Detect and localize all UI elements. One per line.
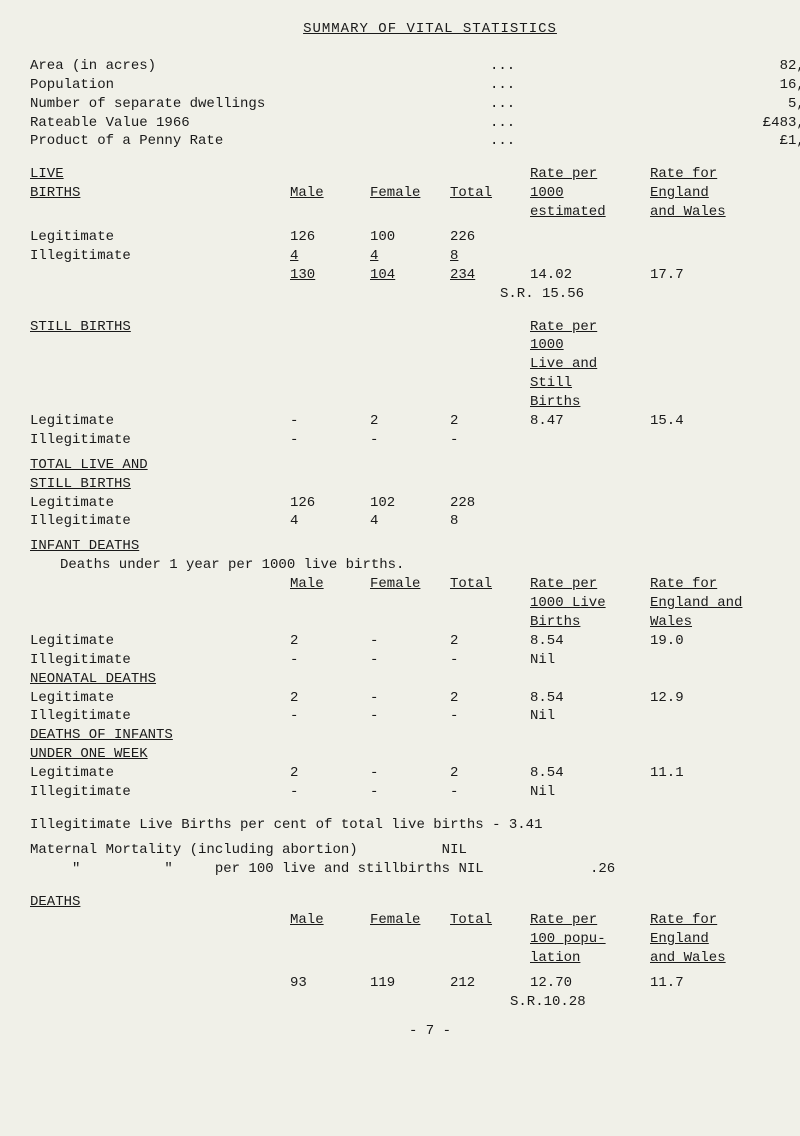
area-stats: Area (in acres)...82,227 Population...16… [30,57,800,151]
table-row: Legitimate 2 - 2 8.54 19.0 [30,632,800,651]
dots: ... [490,57,570,76]
table-row: Illegitimate - - - Nil [30,651,800,670]
week-deaths-header: DEATHS OF INFANTS [30,726,800,745]
table-row: Illegitimate - - - [30,431,800,450]
table-row: Legitimate 126 102 228 [30,494,800,513]
table-row: 93 119 212 12.70 11.7 [30,974,800,993]
live-births-header: LIVE Rate per Rate for [30,165,800,184]
sr-value: S.R. 15.56 [500,285,620,304]
table-row: Illegitimate 4 4 8 [30,247,800,266]
page-title: SUMMARY OF VITAL STATISTICS [30,20,800,39]
table-row: Illegitimate 4 4 8 [30,512,800,531]
neonatal-header: NEONATAL DEATHS [30,670,800,689]
sr-value: S.R.10.28 [510,993,630,1012]
table-row: Legitimate 126 100 226 [30,228,800,247]
infant-deaths-header: INFANT DEATHS [30,537,800,556]
page-number: - 7 - [30,1022,800,1041]
maternal-mortality: Maternal Mortality (including abortion) … [30,841,800,860]
deaths-header: DEATHS [30,893,800,912]
stat-value: 82,227 [710,57,800,76]
illegit-percent: Illegitimate Live Births per cent of tot… [30,816,800,835]
infant-subtitle: Deaths under 1 year per 1000 live births… [30,556,800,575]
total-live-still-header: TOTAL LIVE AND [30,456,800,475]
table-row: 130 104 234 14.02 17.7 [30,266,800,285]
table-row: Illegitimate - - - Nil [30,707,800,726]
table-row: Legitimate - 2 2 8.47 15.4 [30,412,800,431]
table-row: Legitimate 2 - 2 8.54 11.1 [30,764,800,783]
table-row: Legitimate 2 - 2 8.54 12.9 [30,689,800,708]
stat-label: Area (in acres) [30,57,350,76]
table-row: Illegitimate - - - Nil [30,783,800,802]
still-births-section: STILL BIRTHS Rate per [30,318,800,337]
